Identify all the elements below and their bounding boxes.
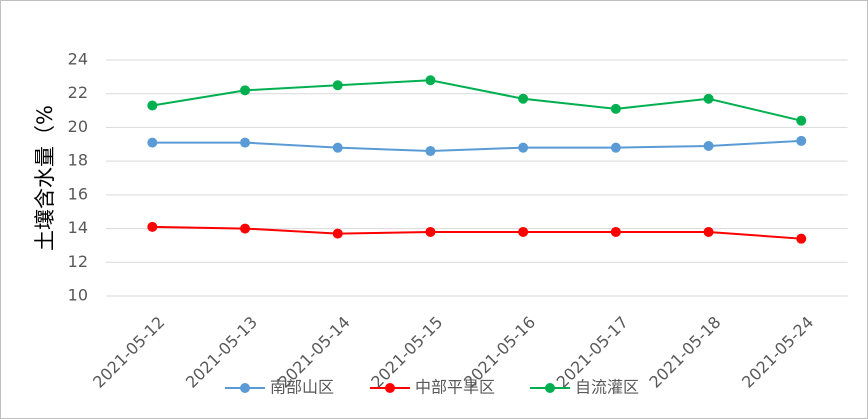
point (796, 135, 807, 146)
point (240, 137, 251, 148)
y-axis-label: 土壤含水量（% (33, 105, 57, 251)
point (425, 146, 436, 157)
point (518, 142, 529, 153)
point (518, 93, 529, 104)
point (610, 103, 621, 114)
y-tick-label: 18 (68, 151, 88, 170)
point (796, 115, 807, 126)
point (240, 223, 251, 234)
legend-label: 中部平旱区 (415, 378, 495, 397)
y-tick-label: 10 (68, 286, 88, 305)
point (147, 100, 158, 111)
legend-marker (240, 383, 250, 393)
point (703, 226, 714, 237)
point (518, 226, 529, 237)
point (610, 142, 621, 153)
legend-marker (545, 383, 555, 393)
legend-label: 自流灌区 (575, 378, 639, 397)
y-tick-label: 22 (68, 83, 88, 102)
y-tick-label: 12 (68, 252, 88, 271)
series-line (152, 139, 802, 153)
point (332, 80, 343, 91)
point (610, 226, 621, 237)
point (332, 228, 343, 239)
legend-marker (385, 383, 395, 393)
point (796, 233, 807, 244)
series-line (152, 79, 802, 122)
y-tick-label: 14 (68, 218, 88, 237)
point (425, 226, 436, 237)
point (703, 93, 714, 104)
point (703, 140, 714, 151)
point (147, 221, 158, 232)
point (425, 75, 436, 86)
y-tick-label: 16 (68, 184, 88, 203)
y-tick-label: 20 (68, 117, 88, 136)
y-tick-label: 24 (68, 50, 88, 69)
series-line (152, 225, 802, 240)
point (332, 142, 343, 153)
point (240, 85, 251, 96)
legend-label: 南部山区 (270, 378, 334, 397)
point (147, 137, 158, 148)
